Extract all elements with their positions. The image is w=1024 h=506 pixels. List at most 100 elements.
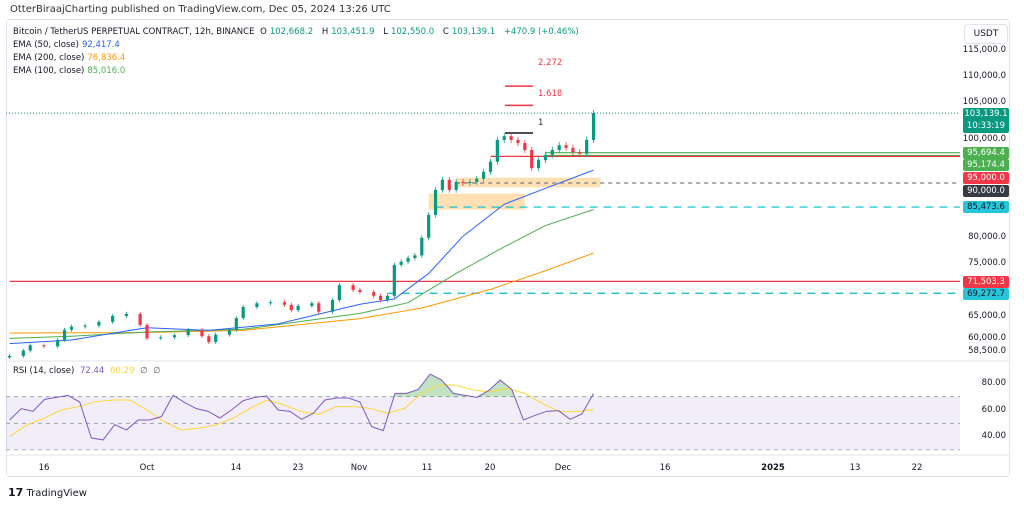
fib-label-2272: 2.272 [538, 58, 563, 68]
candle-body [28, 345, 32, 351]
level-label: 85,473.6 [963, 201, 1009, 213]
candle-body [207, 336, 211, 343]
candle-body [83, 325, 87, 327]
candle-body [461, 181, 465, 183]
rsi-legend[interactable]: RSI (14, close) 72.44 60.29 ∅ ∅ [13, 366, 164, 376]
ema200-line [9, 252, 594, 334]
time-tick: Nov [350, 463, 368, 473]
time-tick: 13 [849, 463, 861, 473]
candle-body [433, 189, 438, 215]
candle-body [530, 150, 534, 169]
candle-body [482, 171, 486, 179]
price-tick: 110,000.0 [962, 71, 1006, 81]
fib-label-1: 1 [538, 118, 544, 128]
candle-body [578, 152, 582, 154]
ema50-legend[interactable]: EMA (50, close) 92,417.4 [13, 40, 123, 50]
candle-body [42, 345, 46, 347]
symbol-legend: Bitcoin / TetherUS PERPETUAL CONTRACT, 1… [13, 27, 582, 37]
time-tick: 16 [38, 463, 50, 473]
price-tick: 60,000.0 [968, 333, 1006, 343]
ema100-legend[interactable]: EMA (100, close) 85,016.0 [13, 66, 128, 76]
level-label: 95,000.0 [963, 172, 1009, 184]
candle-body [62, 329, 67, 340]
candle-body [468, 181, 472, 183]
candle-body [564, 145, 568, 148]
ema200-label: EMA (200, close) [13, 53, 85, 63]
candle-body [488, 161, 493, 172]
change-value: +470.9 (+0.46%) [503, 27, 579, 37]
candle-body [172, 335, 177, 338]
currency-button[interactable]: USDT [964, 24, 1008, 44]
candle-body [392, 264, 396, 296]
symbol-title[interactable]: Bitcoin / TetherUS PERPETUAL CONTRACT, 1… [13, 27, 255, 37]
candle-body [111, 316, 115, 322]
candle-body [289, 304, 293, 311]
candle-body [413, 255, 417, 259]
price-tick: 105,000.0 [962, 97, 1006, 107]
rsi-label: RSI (14, close) [13, 366, 75, 376]
time-tick: 22 [911, 463, 923, 473]
ema50-line [9, 169, 594, 345]
candle-body [97, 321, 101, 326]
level-label: 90,000.0 [963, 185, 1009, 197]
candle-body [269, 302, 273, 304]
ema200-value: 76,836.4 [87, 53, 126, 63]
time-tick: 11 [421, 463, 433, 473]
candle-body [523, 143, 527, 151]
time-tick: Oct [139, 463, 155, 473]
candle-body [516, 139, 520, 144]
open-value: 102,668.2 [269, 27, 314, 37]
candle-body [21, 350, 25, 356]
time-tick: 23 [292, 463, 304, 473]
candle-body [241, 306, 245, 319]
candle-body [427, 214, 431, 238]
candle-body [591, 113, 596, 140]
candle-body [509, 136, 513, 140]
ema200-legend[interactable]: EMA (200, close) 76,836.4 [13, 53, 128, 63]
candle-body [227, 329, 232, 335]
low-label: L [383, 27, 388, 37]
fib-label-1618: 1.618 [538, 89, 563, 99]
price-tick: 115,000.0 [962, 45, 1006, 55]
close-label: C [442, 27, 449, 37]
candle-body [310, 303, 314, 306]
candle-body [571, 147, 575, 153]
rsi-na-value: ∅ [140, 366, 148, 376]
time-tick: 2025 [761, 463, 785, 473]
candle-body [447, 179, 451, 190]
rsi-tick: 60.00 [981, 405, 1006, 415]
rsi-ma-line [9, 384, 594, 438]
publisher-line: OtterBiraajCharting published on Trading… [10, 4, 391, 15]
high-label: H [321, 27, 329, 37]
time-tick: 14 [230, 463, 242, 473]
candle-body [330, 300, 335, 312]
candle-body [317, 303, 321, 312]
candle-body [495, 139, 499, 162]
candle-body [557, 145, 561, 151]
candle-body [296, 305, 300, 311]
chart-frame [6, 19, 1010, 477]
candle-body [234, 318, 238, 330]
price-tick: 80,000.0 [968, 232, 1006, 242]
candle-body [159, 337, 163, 339]
candle-body [406, 258, 410, 262]
rsi-value: 72.44 [79, 366, 105, 376]
bar-countdown: 10:33:19 [966, 121, 1006, 131]
candle-body [200, 329, 204, 337]
low-value: 102,550.0 [390, 27, 435, 37]
candle-body [358, 289, 362, 293]
current-price: 103,139.1 [964, 109, 1008, 119]
candle-body [145, 325, 149, 339]
tradingview-logo[interactable]: 𝟭𝟳 TradingView [8, 486, 87, 499]
candle-body [8, 355, 12, 358]
candle-body [543, 154, 548, 161]
candle-body [214, 334, 218, 343]
candle-body [550, 150, 554, 155]
time-tick: Dec [554, 463, 572, 473]
candle-body [440, 179, 445, 190]
candle-body [56, 339, 60, 347]
rsi-na-value: ∅ [153, 366, 161, 376]
open-label: O [260, 27, 267, 37]
candle-body [351, 285, 355, 290]
